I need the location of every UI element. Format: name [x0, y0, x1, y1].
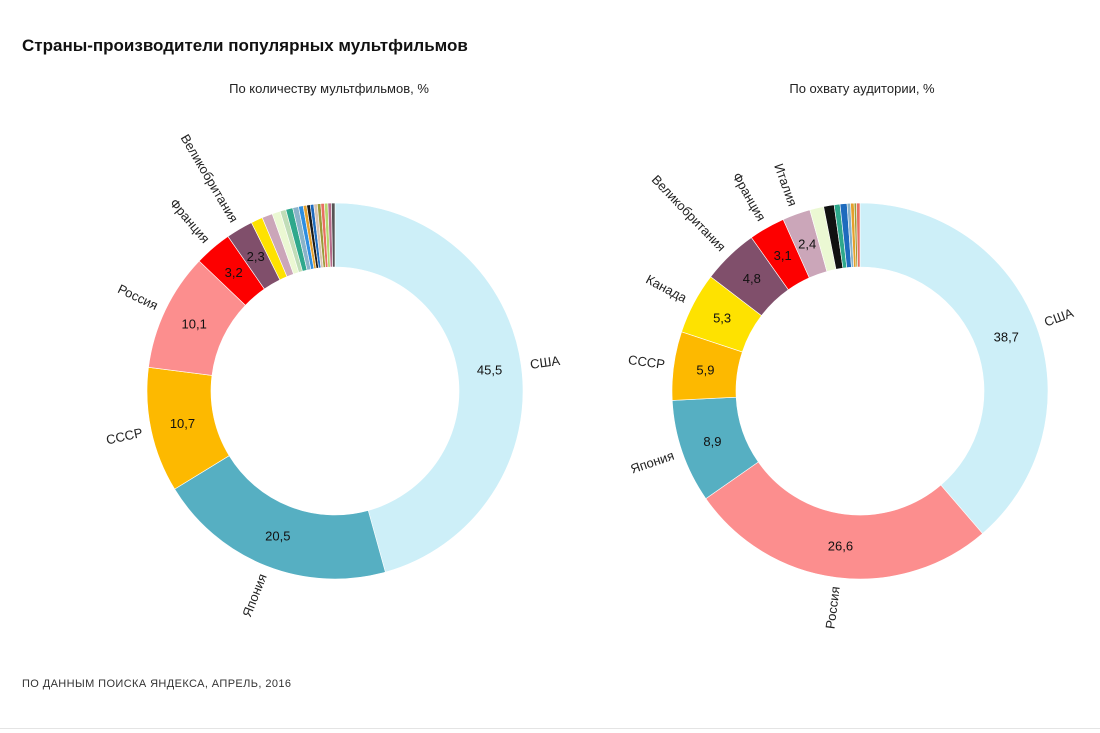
value-label-великобритания: 4,8 — [743, 271, 761, 286]
category-label-россия: Россия — [115, 281, 160, 313]
category-label-франция: Франция — [729, 170, 768, 224]
slice-россия — [705, 461, 983, 580]
value-label-франция: 3,1 — [774, 248, 792, 263]
value-label-ссср: 10,7 — [170, 416, 195, 431]
donut-chart-by-audience: 38,7 США 26,6 Россия 8,9 Япония 5,9 СССР 5,3 Кана… — [627, 161, 1075, 629]
slice-other-21 — [331, 202, 336, 268]
value-label-великобритания: 2,3 — [247, 249, 265, 264]
value-label-россия: 26,6 — [828, 538, 853, 553]
category-label-япония: Япония — [628, 448, 676, 477]
category-label-ссср: СССР — [627, 352, 666, 372]
source-note: ПО ДАННЫМ ПОИСКА ЯНДЕКСА, АПРЕЛЬ, 2016 — [22, 678, 292, 690]
category-label-великобритания: Великобритания — [649, 172, 729, 254]
category-label-сша: США — [529, 353, 561, 372]
value-label-сша: 38,7 — [994, 329, 1019, 344]
value-label-япония: 8,9 — [703, 434, 721, 449]
value-label-италия: 2,4 — [798, 237, 816, 252]
category-label-япония: Япония — [239, 572, 270, 619]
value-label-сша: 45,5 — [477, 362, 502, 377]
category-label-сша: США — [1042, 305, 1076, 330]
slice-other-15 — [856, 202, 861, 268]
value-label-канада: 5,3 — [713, 311, 731, 326]
value-label-ссср: 5,9 — [696, 362, 714, 377]
value-label-франция: 3,2 — [225, 265, 243, 280]
right-chart-subtitle: По охвату аудитории, % — [789, 81, 935, 96]
left-chart-subtitle: По количеству мультфильмов, % — [229, 81, 429, 96]
category-label-ссср: СССР — [105, 425, 144, 447]
value-label-россия: 10,1 — [182, 316, 207, 331]
category-label-канада: Канада — [643, 272, 690, 306]
bottom-divider — [0, 728, 1100, 729]
slice-япония — [174, 455, 386, 580]
donut-chart-by-count: 45,5 США 20,5 Япония 10,7 СССР 10,1 Россия 3,2 Фр… — [105, 132, 561, 620]
chart-title: Страны-производители популярных мультфил… — [22, 36, 468, 55]
category-label-италия: Италия — [771, 161, 800, 208]
category-label-россия: Россия — [823, 586, 843, 630]
value-label-япония: 20,5 — [265, 529, 290, 544]
slice-сша — [334, 202, 524, 573]
category-label-франция: Франция — [167, 196, 213, 246]
slice-сша — [859, 202, 1049, 534]
